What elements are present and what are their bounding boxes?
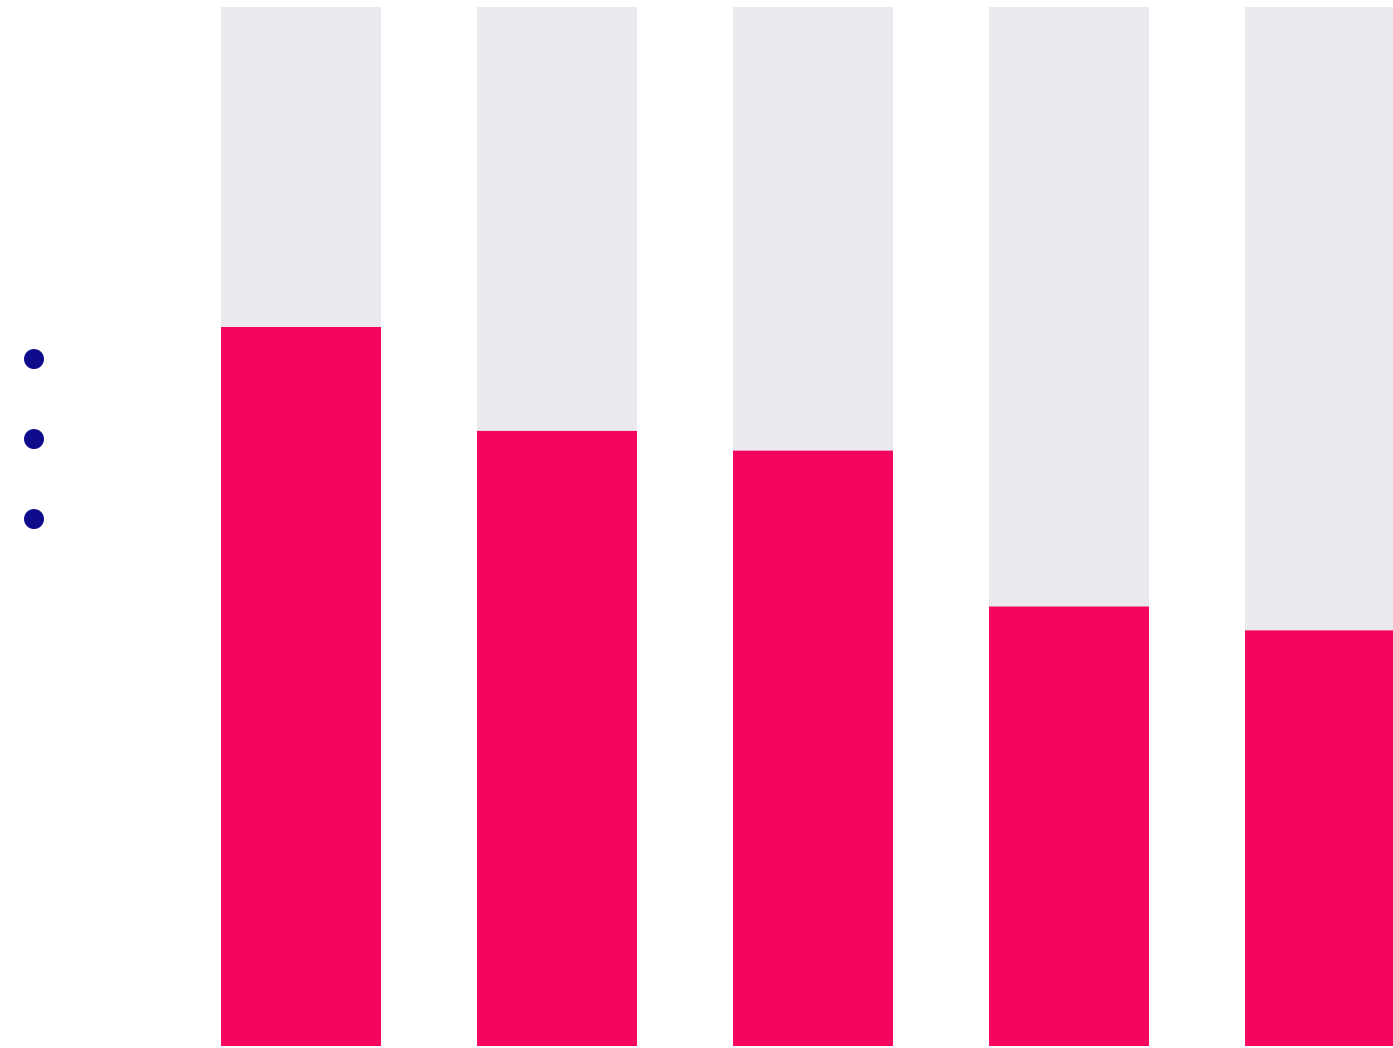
- bar-4: [989, 606, 1149, 1046]
- bar-5: [1245, 630, 1393, 1046]
- legend-marker-1: [24, 349, 44, 369]
- bar-1: [221, 327, 381, 1047]
- bar-3: [733, 450, 893, 1046]
- bar-2: [477, 430, 637, 1046]
- legend-marker-2: [24, 429, 44, 449]
- legend: [24, 349, 44, 529]
- bars-group: [221, 7, 1393, 1047]
- legend-marker-3: [24, 509, 44, 529]
